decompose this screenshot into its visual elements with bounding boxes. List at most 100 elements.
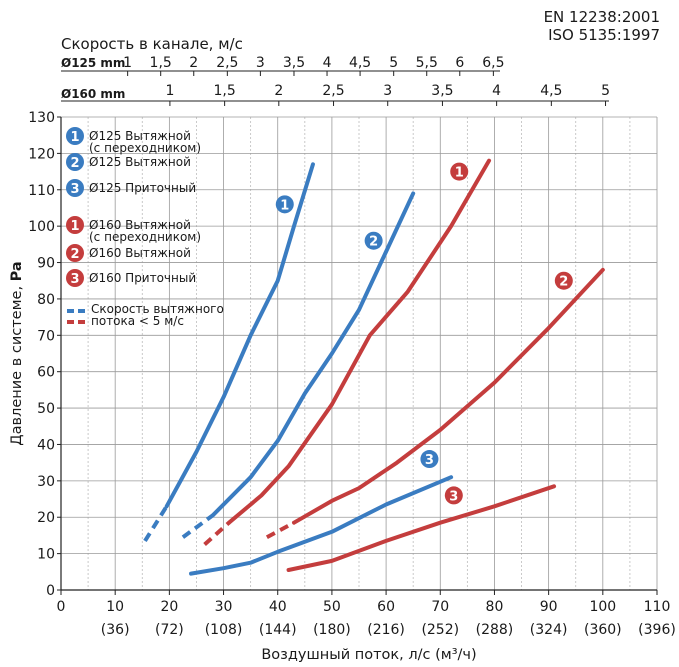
x-tick-label: 10: [106, 599, 124, 615]
legend-red-2-label: Ø160 Вытяжной: [89, 246, 191, 260]
series-blue-1-line: [164, 162, 315, 509]
top-axis-d160-tick-label: 5: [601, 83, 610, 99]
top-axis-d125-tick-label: 6,5: [482, 55, 504, 71]
y-tick-label: 40: [37, 437, 55, 453]
y-tick-label: 100: [28, 219, 55, 235]
legend-blue-2-marker-label: 2: [70, 156, 79, 171]
x-tick-label-secondary: (216): [367, 622, 405, 638]
x-tick-label-secondary: (144): [259, 622, 297, 638]
legend-red-2-marker: [66, 244, 84, 262]
top-axis-d160-tick-label: 2: [274, 83, 283, 99]
legend-blue-1-label: (с переходником): [89, 141, 201, 155]
x-tick-label: 60: [377, 599, 395, 615]
series-blue-3-marker: [420, 450, 439, 469]
y-tick-label: 10: [37, 547, 55, 563]
series-blue-2-marker-label: 2: [369, 235, 378, 250]
top-axis-d160-tick-label: 1,5: [213, 83, 235, 99]
x-axis-label: Воздушный поток, л/с (м³/ч): [261, 647, 476, 663]
y-tick-label: 20: [37, 510, 55, 526]
top-axis-d125-tick-label: 2: [189, 55, 198, 71]
y-tick-label: 0: [46, 583, 55, 599]
x-tick-label-secondary: (252): [421, 622, 459, 638]
series-red-1-marker: [450, 162, 469, 181]
top-axis-d160-tick-label: 1: [165, 83, 174, 99]
series-blue-1-marker: [275, 195, 294, 214]
x-tick-label-secondary: (180): [313, 622, 351, 638]
x-tick-label: 30: [215, 599, 233, 615]
y-tick-label: 60: [37, 365, 55, 381]
legend-red-3-marker-label: 3: [70, 272, 79, 287]
series-red-2-dashed-line: [265, 520, 295, 540]
x-tick-label: 70: [431, 599, 449, 615]
y-tick-label: 90: [37, 256, 55, 272]
top-axis-title: Скорость в канале, м/с: [61, 35, 243, 53]
top-axis-d125-tick-label: 4: [323, 55, 332, 71]
legend-blue-1-marker-label: 1: [70, 130, 79, 145]
x-tick-label: 80: [486, 599, 504, 615]
legend-red-3-marker: [66, 269, 84, 287]
y-tick-label: 130: [28, 110, 55, 126]
top-axis-d125-label: Ø125 mm: [61, 56, 125, 70]
x-tick-label-secondary: (36): [101, 622, 130, 638]
y-axis-label: Давление в системе, Pa: [9, 261, 25, 445]
x-tick-label: 110: [644, 599, 671, 615]
legend-blue-3-marker-label: 3: [70, 182, 79, 197]
top-axis-d125-tick-label: 1: [123, 55, 132, 71]
series-red-1-line: [226, 158, 492, 525]
standard-en: EN 12238:2001: [543, 8, 660, 26]
legend-red-1-marker-label: 1: [70, 219, 79, 234]
legend-blue-3-label: Ø125 Приточный: [89, 181, 196, 195]
top-axis-d160-tick-label: 2,5: [322, 83, 344, 99]
x-tick-label: 100: [589, 599, 616, 615]
series-red-2-marker: [554, 271, 573, 290]
legend-blue-1-marker: [66, 127, 84, 145]
series-red-1-marker-label: 1: [455, 166, 464, 181]
top-axis-d125-tick-label: 4,5: [349, 55, 371, 71]
top-axis-d160-tick-label: 3,5: [431, 83, 453, 99]
y-tick-label: 80: [37, 292, 55, 308]
legend-red-1-label: Ø160 Вытяжной: [89, 218, 191, 232]
x-tick-label: 20: [160, 599, 178, 615]
top-axis-d125-tick-label: 6: [455, 55, 464, 71]
legend-red-1-marker: [66, 216, 84, 234]
top-axis-d125-tick-label: 2,5: [216, 55, 238, 71]
y-tick-label: 30: [37, 474, 55, 490]
series-red-1-dashed-line: [203, 521, 231, 547]
top-axis-d160-label: Ø160 mm: [61, 87, 125, 101]
series-blue-1-dashed-line: [143, 505, 169, 542]
series-red-3-line: [286, 484, 557, 572]
legend-blue-3-marker: [66, 179, 84, 197]
x-tick-label-secondary: (288): [476, 622, 514, 638]
top-axis-d160-tick-label: 3: [383, 83, 392, 99]
top-axis-d125-tick-label: 5: [389, 55, 398, 71]
x-tick-label: 50: [323, 599, 341, 615]
x-tick-label: 90: [540, 599, 558, 615]
y-tick-label: 110: [28, 183, 55, 199]
series-blue-3-marker-label: 3: [425, 453, 434, 468]
legend-blue-2-marker: [66, 153, 84, 171]
legend-dash-label: Скорость вытяжного: [91, 302, 224, 316]
x-tick-label-secondary: (396): [638, 622, 676, 638]
series-red-2-marker-label: 2: [559, 275, 568, 290]
x-tick-label-secondary: (108): [205, 622, 243, 638]
legend-dash-label: потока < 5 м/с: [91, 314, 184, 328]
series-blue-2-dashed-line: [181, 513, 214, 539]
y-tick-label: 70: [37, 328, 55, 344]
legend-red-1-label: (с переходником): [89, 230, 201, 244]
top-axis-d125-tick-label: 5,5: [416, 55, 438, 71]
x-tick-label-secondary: (324): [530, 622, 568, 638]
series-blue-1-marker-label: 1: [280, 198, 289, 213]
series-red-2-line: [291, 267, 605, 525]
x-tick-label-secondary: (72): [155, 622, 184, 638]
top-axis-d125-tick-label: 3,5: [283, 55, 305, 71]
legend-blue-1-label: Ø125 Вытяжной: [89, 129, 191, 143]
top-axis-d160-tick-label: 4: [492, 83, 501, 99]
series-blue-2-marker: [364, 231, 383, 250]
legend-blue-2-label: Ø125 Вытяжной: [89, 155, 191, 169]
x-tick-label: 0: [57, 599, 66, 615]
standard-iso: ISO 5135:1997: [548, 26, 660, 44]
series-blue-3-line: [189, 475, 454, 576]
y-tick-label: 120: [28, 146, 55, 162]
top-axis-d160-tick-label: 4,5: [540, 83, 562, 99]
series-red-3-marker-label: 3: [449, 489, 458, 504]
